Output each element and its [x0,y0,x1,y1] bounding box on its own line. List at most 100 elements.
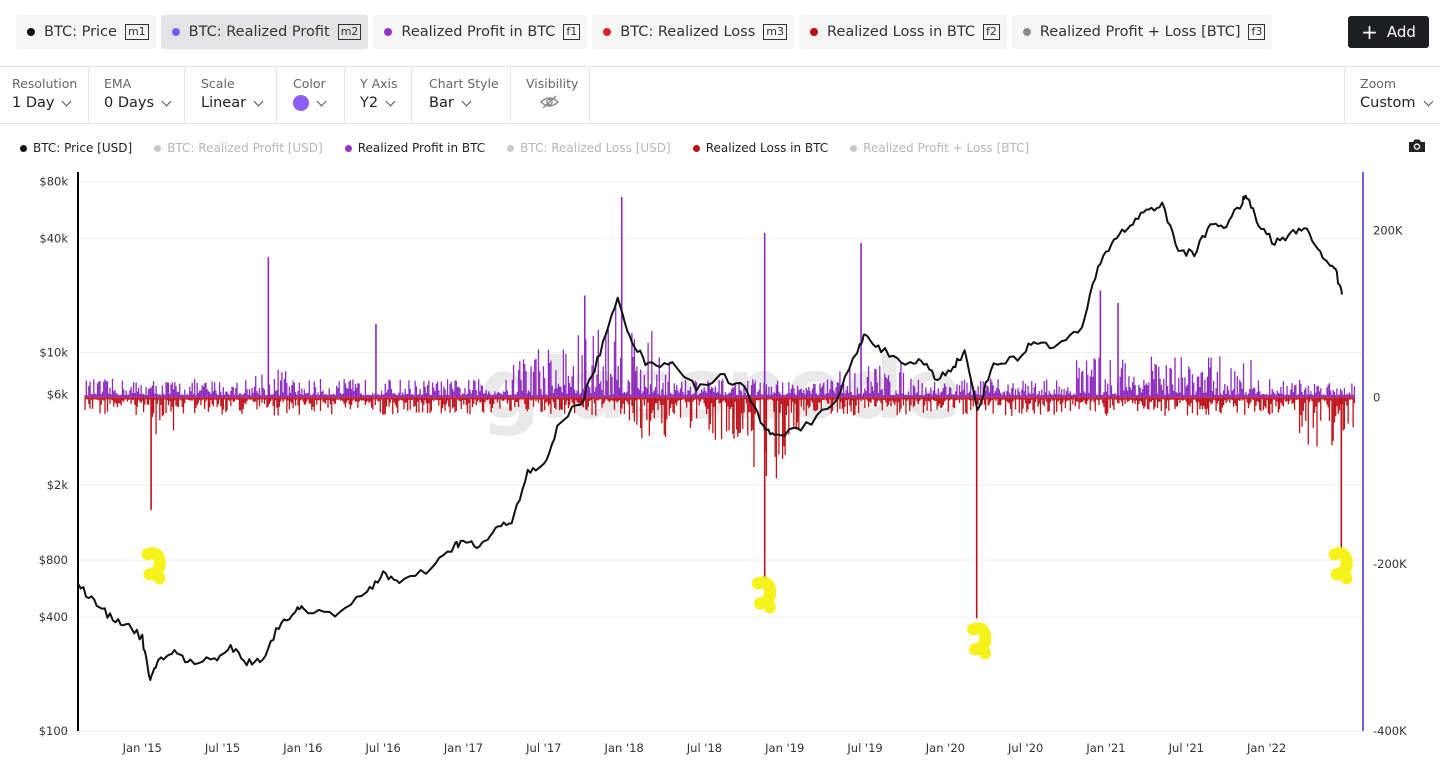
profit-bar [144,394,146,398]
loss-bar [592,397,594,400]
profit-bar [424,386,426,398]
profit-bar [769,394,771,398]
profit-bar [1275,395,1277,398]
legend-item[interactable]: BTC: Realized Profit [USD] [154,141,323,155]
profit-bar [1321,395,1323,398]
loss-bar [682,397,684,400]
profit-bar [99,381,101,398]
metric-tab[interactable]: Realized Loss in BTC f2 [799,15,1007,49]
loss-bar [456,397,459,400]
loss-bar [738,397,740,434]
loss-bar [826,397,829,404]
metric-tab[interactable]: BTC: Realized Profit m2 [160,15,369,49]
loss-bar [319,397,322,411]
profit-bar [922,395,925,398]
eye-off-icon-svg [540,95,559,109]
profit-bar [961,380,963,398]
loss-bar [547,397,550,406]
loss-bar [428,397,430,404]
profit-bar [1332,390,1334,398]
profit-bar [835,387,837,398]
loss-bar [202,397,205,400]
scale-select[interactable]: Scale Linear [189,67,277,123]
legend-item[interactable]: Realized Loss in BTC [692,141,828,155]
profit-bar [1201,371,1204,398]
metric-tab[interactable]: BTC: Price m1 [16,15,156,49]
profit-bar [284,371,287,398]
profit-bar [1088,392,1090,398]
legend-item[interactable]: Realized Profit in BTC [344,141,485,155]
legend-item[interactable]: BTC: Realized Loss [USD] [507,141,671,155]
loss-bar [1280,397,1282,403]
loss-bar [191,397,193,401]
profit-bar [1083,391,1085,398]
loss-bar [306,397,308,402]
y-axis-select[interactable]: Y Axis Y2 [348,67,412,123]
profit-bar [625,393,627,398]
metric-tab[interactable]: Realized Profit in BTC f1 [373,15,588,49]
profit-bar [303,389,305,398]
color-select[interactable]: Color [281,67,345,123]
profit-bar [439,395,441,398]
loss-bar [1267,397,1270,414]
profit-bar [218,382,221,398]
loss-bar [696,397,698,419]
metric-tab[interactable]: Realized Profit + Loss [BTC] f3 [1011,15,1273,49]
profit-bar [1175,391,1177,398]
loss-bar [418,397,420,413]
profit-bar [720,380,723,398]
profit-bar [213,382,216,398]
legend-item[interactable]: BTC: Price [USD] [20,141,132,155]
profit-bar [636,366,638,398]
ema-select[interactable]: EMA 0 Days [92,67,185,123]
profit-bar [1206,376,1209,398]
loss-bar [658,397,660,401]
profit-bar [429,394,431,398]
loss-bar [1033,397,1035,414]
profit-bar [266,395,268,398]
profit-bar [240,393,242,398]
profit-bar [1183,394,1185,398]
loss-bar [1087,397,1089,401]
profit-bar [1072,394,1074,398]
loss-bar [1008,397,1010,404]
profit-bar [820,387,822,398]
profit-bar [273,379,276,398]
loss-bar [509,397,511,411]
loss-bar [1150,397,1152,402]
loss-bar [243,397,246,404]
profit-spike-bar [375,323,377,398]
add-button[interactable]: + Add [1348,16,1429,48]
series-dot-icon [1022,28,1031,36]
loss-bar [101,397,104,400]
profit-bar [884,373,886,398]
y-left-tick-label: $10k [39,346,68,360]
profit-bar [1200,372,1202,398]
loss-bar [699,397,702,402]
profit-bar [365,395,368,398]
loss-bar [103,397,105,401]
chart-style-select[interactable]: Chart Style Bar [417,67,511,123]
loss-bar [1323,397,1326,401]
loss-bar [196,397,198,406]
loss-bar [1296,397,1298,400]
visibility-toggle[interactable]: Visibility [514,67,590,123]
resolution-select[interactable]: Resolution 1 Day [0,67,89,123]
camera-icon[interactable] [1408,138,1426,157]
legend-item[interactable]: Realized Profit + Loss [BTC] [850,141,1029,155]
profit-bar [963,379,966,398]
metric-tab[interactable]: BTC: Realized Loss m3 [592,15,795,49]
loss-bar [294,397,297,406]
loss-bar [836,397,839,413]
zoom-select[interactable]: Zoom Custom [1344,67,1440,123]
profit-bar [923,395,926,398]
profit-bar [1148,382,1150,398]
profit-bar [906,395,908,398]
profit-bar [529,391,531,398]
loss-bar [387,397,389,400]
setting-value-wrap [293,95,327,111]
loss-bar [430,397,433,412]
loss-bar [328,397,330,401]
loss-bar [1343,397,1346,430]
profit-bar [648,394,650,398]
